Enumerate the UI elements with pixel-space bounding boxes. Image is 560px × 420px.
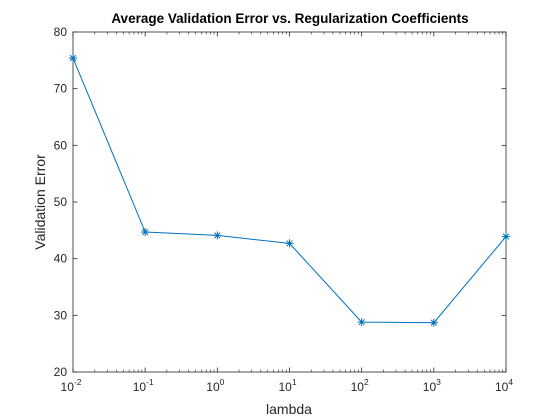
y-axis-label: Validation Error — [32, 154, 48, 250]
marker-stroke — [214, 232, 221, 239]
data-point-marker — [141, 228, 150, 237]
marker-stroke — [430, 319, 438, 326]
x-tick-label: 103 — [423, 377, 441, 394]
ticks: 10-2 10-1 100 101 102 103 104 20 30 40 50 60 70 80 — [54, 25, 514, 394]
marker-stroke — [69, 54, 77, 62]
x-tick-label: 100 — [206, 377, 224, 394]
x-tick-label: 104 — [495, 377, 513, 394]
axes — [72, 31, 507, 373]
y-tick-label: 30 — [54, 308, 68, 322]
chart-title: Average Validation Error vs. Regularizat… — [111, 11, 468, 26]
y-tick-label: 50 — [54, 195, 68, 209]
y-tick-label: 40 — [54, 252, 68, 266]
x-tick-label: 102 — [351, 377, 369, 394]
x-tick-label: 10-1 — [133, 377, 154, 394]
x-axis-label: lambda — [266, 401, 312, 417]
data-point-marker — [69, 54, 77, 63]
series-line — [72, 57, 507, 324]
marker-stroke — [358, 318, 365, 326]
y-tick-label: 20 — [54, 365, 68, 379]
x-tick-label: 101 — [278, 377, 296, 394]
data-point-marker — [429, 318, 438, 327]
series-layer — [69, 54, 510, 327]
plot-box — [72, 31, 507, 373]
y-tick-label: 60 — [54, 138, 68, 152]
marker-stroke — [502, 233, 510, 240]
y-tick-label: 80 — [54, 25, 68, 39]
data-point-marker — [502, 232, 510, 241]
y-tick-label: 70 — [54, 82, 68, 96]
marker-stroke — [286, 240, 293, 247]
data-point-marker — [213, 231, 222, 240]
x-tick-label: 10-2 — [61, 377, 82, 394]
data-point-marker — [285, 239, 294, 248]
data-point-marker — [357, 318, 366, 327]
marker-stroke — [141, 228, 149, 236]
